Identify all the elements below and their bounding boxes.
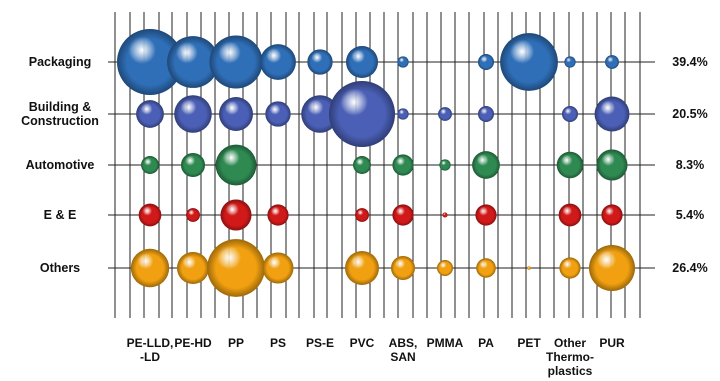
column-label: Other Thermo-plastics <box>546 336 594 378</box>
column-label: PMMA <box>427 336 464 350</box>
bubble-shade <box>527 266 531 270</box>
bubble-shade <box>438 107 452 121</box>
row-label-line: Automotive <box>26 158 95 172</box>
bubbles <box>117 29 635 297</box>
bubble-shade <box>117 29 183 95</box>
column-label-line: PMMA <box>427 336 464 350</box>
column-label-line: PE-HD <box>174 336 212 350</box>
row-label-line: Construction <box>21 114 99 128</box>
row-total: 20.5% <box>672 107 707 121</box>
column-label-line: PA <box>478 336 494 350</box>
row-label-line: Others <box>40 261 80 275</box>
bubble-shade <box>397 108 409 120</box>
column-label-line: Other <box>554 336 586 350</box>
row-label: Automotive <box>26 158 95 172</box>
bubble-shade <box>442 212 448 218</box>
bubble-shade <box>476 258 496 278</box>
bubble-shade <box>556 151 584 179</box>
row-label-line: Packaging <box>29 55 92 69</box>
bubble-shade <box>345 251 379 285</box>
column-label: ABS, SAN <box>389 336 418 364</box>
bubble-shade <box>180 152 206 178</box>
bubble-shade <box>301 95 339 133</box>
column-label-line: PE-LLD, <box>127 336 174 350</box>
row-label: Building & Construction <box>21 100 99 128</box>
bubble-shade <box>601 204 623 226</box>
bubble-shade <box>219 97 253 131</box>
column-label: PS-E <box>306 336 334 350</box>
bubble-shade <box>472 151 500 179</box>
column-label-line: PS <box>270 336 286 350</box>
bubble-shade <box>307 49 333 75</box>
bubble-shade <box>138 203 162 227</box>
bubble-shade <box>439 159 451 171</box>
row-total: 26.4% <box>672 261 707 275</box>
column-label-line: Thermo- <box>546 350 594 364</box>
bubble-shade <box>605 55 619 69</box>
bubble-shade <box>220 199 252 231</box>
bubble-shade <box>559 257 581 279</box>
axis-labels: Packaging Building & Construction Automotiv… <box>21 55 708 378</box>
row-label: Others <box>40 261 80 275</box>
bubble-shade <box>260 44 296 80</box>
column-label-line: -LD <box>140 350 160 364</box>
bubble-shade <box>561 105 579 123</box>
bubble-shade <box>564 56 576 68</box>
column-label-line: SAN <box>390 350 415 364</box>
bubble-shade <box>130 248 170 288</box>
column-label-line: PS-E <box>306 336 334 350</box>
bubble-shade <box>500 33 558 91</box>
bubble-shade <box>141 156 159 174</box>
column-label: PP <box>228 336 244 350</box>
bubble-shade <box>397 56 409 68</box>
row-total: 5.4% <box>676 208 705 222</box>
bubble-shade <box>345 45 379 79</box>
bubble-shade <box>392 154 414 176</box>
bubble-shade <box>262 252 294 284</box>
column-label-line: plastics <box>548 364 593 378</box>
bubble-shade <box>392 204 414 226</box>
bubble-shade <box>167 36 219 88</box>
row-total: 39.4% <box>672 55 707 69</box>
bubble-shade <box>136 100 164 128</box>
bubble-shade <box>353 156 371 174</box>
row-total: 8.3% <box>676 158 705 172</box>
column-label: PVC <box>350 336 375 350</box>
bubble-shade <box>594 96 630 132</box>
row-label: E & E <box>44 208 77 222</box>
bubble-shade <box>207 239 265 297</box>
bubble-shade <box>186 208 200 222</box>
row-label-line: Building & <box>29 100 92 114</box>
column-label-line: PP <box>228 336 244 350</box>
bubble-shade <box>477 53 495 71</box>
column-label: PE-LLD, -LD <box>127 336 174 364</box>
column-label-line: PET <box>517 336 541 350</box>
bubble-shade <box>589 245 635 291</box>
bubble-shade <box>265 101 291 127</box>
column-label-line: PVC <box>350 336 375 350</box>
column-label: PET <box>517 336 541 350</box>
row-label-line: E & E <box>44 208 77 222</box>
column-label: PA <box>478 336 494 350</box>
bubble-shade <box>596 149 628 181</box>
column-label-line: PUR <box>599 336 625 350</box>
bubble-shade <box>174 95 212 133</box>
bubble-shade <box>475 204 497 226</box>
column-label: PE-HD <box>174 336 212 350</box>
column-label: PUR <box>599 336 625 350</box>
bubble-shade <box>176 251 210 285</box>
row-label: Packaging <box>29 55 92 69</box>
column-label-line: ABS, <box>389 336 418 350</box>
bubble-shade <box>329 81 395 147</box>
bubble-shade <box>215 144 257 186</box>
column-label: PS <box>270 336 286 350</box>
bubble-shade <box>209 35 263 89</box>
bubble-shade <box>355 208 369 222</box>
bubble-shade <box>477 105 495 123</box>
bubble-shade <box>436 259 454 277</box>
bubble-shade <box>267 204 289 226</box>
bubble-shade <box>390 255 416 281</box>
bubble-shade <box>558 203 582 227</box>
